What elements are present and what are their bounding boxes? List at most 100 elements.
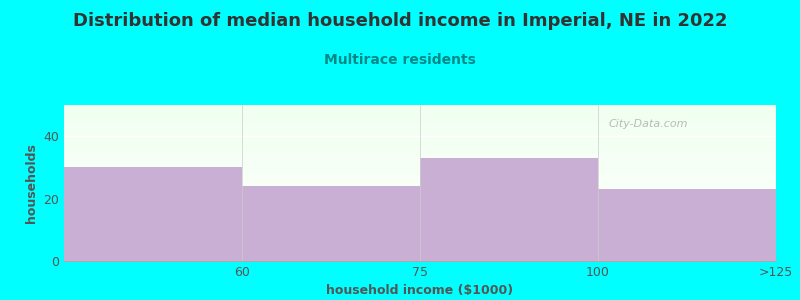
- Bar: [64, 160, 776, 161]
- Bar: [64, 108, 776, 109]
- Bar: [64, 244, 776, 245]
- Bar: [64, 257, 776, 258]
- Bar: [64, 171, 776, 172]
- Bar: [64, 243, 776, 244]
- Bar: [64, 235, 776, 236]
- Bar: [64, 198, 776, 199]
- Bar: [64, 153, 776, 154]
- Bar: [64, 114, 776, 115]
- Bar: [64, 192, 776, 193]
- Bar: [64, 250, 776, 251]
- Bar: [64, 208, 776, 209]
- Bar: [64, 220, 776, 221]
- Bar: [64, 186, 776, 187]
- Bar: [64, 142, 776, 143]
- Bar: [64, 182, 776, 183]
- Bar: [64, 199, 776, 200]
- Bar: [64, 174, 776, 175]
- Bar: [64, 144, 776, 145]
- Bar: [64, 242, 776, 243]
- Bar: [64, 105, 776, 106]
- Bar: [64, 147, 776, 148]
- Bar: [598, 189, 776, 261]
- Bar: [64, 245, 776, 246]
- Bar: [64, 168, 776, 169]
- Bar: [64, 238, 776, 239]
- Bar: [64, 129, 776, 130]
- Bar: [64, 154, 776, 155]
- Bar: [64, 107, 776, 108]
- Bar: [64, 141, 776, 142]
- Bar: [64, 202, 776, 203]
- Bar: [64, 223, 776, 224]
- Bar: [64, 205, 776, 206]
- Bar: [64, 180, 776, 181]
- Bar: [64, 238, 776, 239]
- Bar: [64, 110, 776, 111]
- Bar: [64, 170, 776, 171]
- Bar: [64, 120, 776, 121]
- Bar: [64, 258, 776, 259]
- Bar: [64, 158, 776, 159]
- Bar: [64, 130, 776, 131]
- Bar: [64, 228, 776, 229]
- Bar: [420, 158, 598, 261]
- Bar: [64, 187, 776, 188]
- Bar: [64, 251, 776, 252]
- Bar: [64, 136, 776, 137]
- Bar: [64, 167, 242, 261]
- Bar: [64, 160, 776, 161]
- Bar: [64, 253, 776, 254]
- Bar: [64, 150, 776, 151]
- Bar: [64, 148, 776, 149]
- Bar: [64, 173, 776, 174]
- Text: Multirace residents: Multirace residents: [324, 53, 476, 67]
- Bar: [64, 111, 776, 112]
- Bar: [64, 178, 776, 179]
- Bar: [64, 131, 776, 132]
- Bar: [64, 152, 776, 153]
- Bar: [64, 188, 776, 189]
- Bar: [64, 246, 776, 247]
- Bar: [64, 116, 776, 117]
- Bar: [64, 123, 776, 124]
- Bar: [64, 201, 776, 202]
- Bar: [64, 210, 776, 211]
- Bar: [64, 233, 776, 234]
- Bar: [64, 241, 776, 242]
- Bar: [64, 252, 776, 253]
- Bar: [64, 234, 776, 235]
- Bar: [64, 248, 776, 249]
- Bar: [64, 157, 776, 158]
- Bar: [64, 217, 776, 218]
- Bar: [64, 128, 776, 129]
- Bar: [64, 185, 776, 186]
- Bar: [64, 172, 776, 173]
- Bar: [64, 117, 776, 118]
- Bar: [64, 149, 776, 150]
- Bar: [64, 232, 776, 233]
- Bar: [64, 254, 776, 255]
- Bar: [64, 206, 776, 207]
- Bar: [64, 194, 776, 195]
- Bar: [64, 202, 776, 203]
- Bar: [64, 215, 776, 216]
- Bar: [64, 247, 776, 248]
- Bar: [64, 134, 776, 135]
- Bar: [64, 164, 776, 165]
- Bar: [64, 183, 776, 184]
- Bar: [64, 125, 776, 126]
- Bar: [64, 224, 776, 225]
- Bar: [64, 167, 776, 168]
- Bar: [64, 119, 776, 120]
- Text: Distribution of median household income in Imperial, NE in 2022: Distribution of median household income …: [73, 12, 727, 30]
- Y-axis label: households: households: [25, 143, 38, 223]
- Bar: [64, 191, 776, 192]
- Bar: [64, 106, 776, 107]
- Bar: [64, 115, 776, 116]
- Bar: [64, 138, 776, 139]
- Bar: [64, 133, 776, 134]
- Bar: [64, 239, 776, 240]
- Bar: [64, 213, 776, 214]
- Bar: [64, 193, 776, 194]
